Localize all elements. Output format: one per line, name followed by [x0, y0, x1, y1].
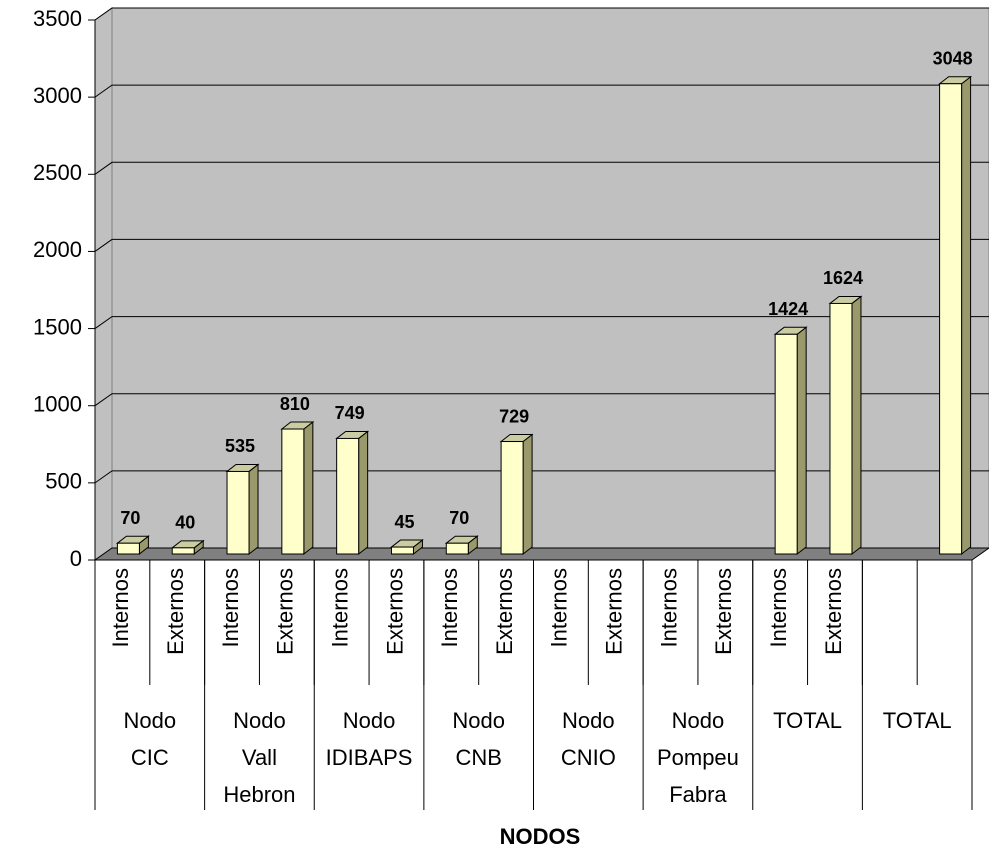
group-label-line: CIC — [131, 745, 169, 770]
x-tick-label: Internos — [108, 568, 133, 648]
bar-front — [939, 83, 963, 555]
y-tick-label: 1000 — [33, 392, 82, 417]
data-label: 40 — [175, 513, 195, 533]
group-label-line: Pompeu — [657, 745, 739, 770]
bar — [828, 295, 863, 556]
x-tick-label: Externos — [273, 568, 298, 655]
bar — [444, 535, 479, 556]
bar-side — [961, 75, 972, 556]
group-label-line: Vall — [242, 745, 277, 770]
grid-line — [94, 470, 989, 484]
bar-front — [774, 333, 798, 555]
bar-front — [445, 542, 469, 555]
x-tick-label: Internos — [437, 568, 462, 648]
bar — [170, 539, 205, 556]
grid-line — [94, 84, 989, 98]
group-label: TOTAL — [773, 708, 842, 733]
grid-line — [94, 161, 989, 175]
y-tick-label: 2000 — [33, 237, 82, 262]
y-tick-label: 1500 — [33, 314, 82, 339]
bar — [280, 421, 315, 556]
x-tick-label: Internos — [218, 568, 243, 648]
bar — [773, 326, 808, 556]
bar-side — [851, 295, 862, 556]
group-label: Nodo CIC — [124, 708, 177, 770]
bar-front — [500, 441, 524, 555]
group-label-line: Nodo — [343, 708, 396, 733]
group-label-line: IDIBAPS — [326, 745, 413, 770]
x-tick-label: Externos — [492, 568, 517, 655]
x-tick-label: Externos — [382, 568, 407, 655]
bar-front — [829, 302, 853, 555]
data-label: 3048 — [933, 48, 973, 68]
bar-side — [796, 326, 807, 556]
group-label: TOTAL — [883, 708, 952, 733]
x-tick-label: Internos — [327, 568, 352, 648]
group-label-line: Nodo — [562, 708, 615, 733]
group-label-line: TOTAL — [883, 708, 952, 733]
x-tick-label: Internos — [547, 568, 572, 648]
data-label: 70 — [120, 508, 140, 528]
bar-side — [303, 421, 314, 556]
bar-front — [226, 470, 250, 555]
group-label-line: CNB — [455, 745, 501, 770]
group-label-line: Nodo — [233, 708, 286, 733]
data-label: 810 — [280, 394, 310, 414]
bar-front — [390, 546, 414, 555]
bar-front — [336, 437, 360, 555]
bar-front — [116, 542, 140, 555]
bar-side — [248, 463, 259, 556]
bar-side — [358, 430, 369, 556]
data-label: 1424 — [768, 299, 808, 319]
bar — [938, 75, 973, 556]
group-label-line: Nodo — [124, 708, 177, 733]
data-label: 749 — [335, 403, 365, 423]
data-label: 45 — [394, 512, 414, 532]
data-label: 535 — [225, 436, 255, 456]
floor — [93, 547, 989, 561]
bar — [499, 433, 534, 556]
grid-line — [94, 393, 989, 407]
y-tick-label: 2500 — [33, 160, 82, 185]
group-label: Nodo CNIO — [561, 708, 616, 770]
grid-line — [94, 7, 989, 21]
group-label-line: CNIO — [561, 745, 616, 770]
group-label: Nodo IDIBAPS — [326, 708, 413, 770]
group-label: Nodo Pompeu Fabra — [657, 708, 739, 807]
x-tick-label: Externos — [163, 568, 188, 655]
data-label: 1624 — [823, 268, 863, 288]
x-axis-title: NODOS — [500, 824, 581, 849]
grid-line — [94, 238, 989, 252]
group-label: Nodo CNB — [452, 708, 505, 770]
bar — [335, 430, 370, 556]
data-label: 729 — [499, 406, 529, 426]
x-tick-label: Internos — [766, 568, 791, 648]
grid-line — [94, 316, 989, 329]
bar — [225, 463, 260, 556]
bar-front — [171, 547, 195, 555]
x-tick-label: Externos — [602, 568, 627, 655]
bar-front — [281, 428, 305, 555]
x-tick-label: Externos — [821, 568, 846, 655]
bar — [390, 539, 424, 556]
y-tick-label: 500 — [45, 469, 82, 494]
x-tick-label: Externos — [711, 568, 736, 655]
y-tick-label: 0 — [70, 546, 82, 571]
bar-side — [522, 433, 533, 556]
y-tick-label: 3500 — [33, 6, 82, 31]
group-label: Nodo Vall Hebron — [223, 708, 295, 807]
x-tick-label: Internos — [656, 568, 681, 648]
group-label-line: Nodo — [452, 708, 505, 733]
y-tick-label: 3000 — [33, 83, 82, 108]
group-label-line: Fabra — [669, 782, 727, 807]
group-label-line: Hebron — [223, 782, 295, 807]
data-label: 70 — [449, 508, 469, 528]
group-label-line: Nodo — [672, 708, 725, 733]
group-label-line: TOTAL — [773, 708, 842, 733]
bar — [115, 535, 150, 556]
